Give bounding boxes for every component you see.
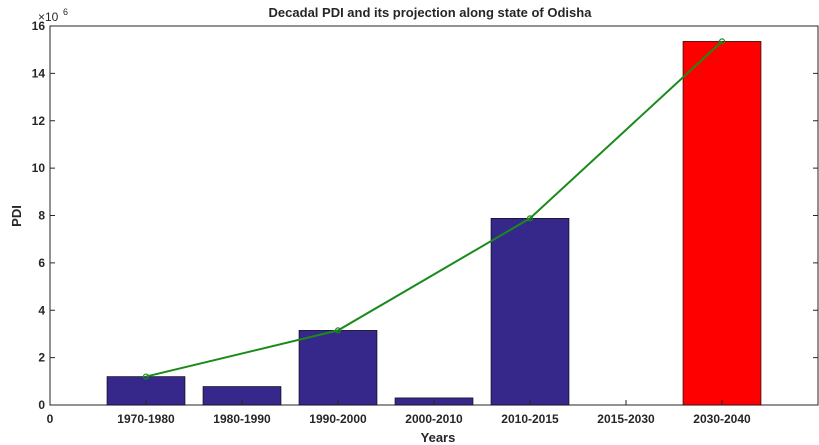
y-axis-label: PDI <box>9 205 24 227</box>
trend-point <box>142 373 150 380</box>
y-tick-label: 10 <box>32 161 46 175</box>
y-tick-label: 4 <box>38 303 45 317</box>
trend-point <box>718 38 726 45</box>
y-tick-label: 16 <box>32 19 46 33</box>
y-tick-label: 14 <box>32 66 46 80</box>
x-tick-label: 1980-1990 <box>213 412 271 426</box>
x-tick-label: 2015-2030 <box>597 412 655 426</box>
x-tick-label: 2010-2015 <box>501 412 559 426</box>
trend-point <box>334 327 342 334</box>
trend-point <box>526 215 534 222</box>
plot-area: 0 2 4 6 8 10 12 14 16 0 1970-1980 1980-1990 1990-200… <box>32 19 819 426</box>
y-tick-label: 8 <box>38 209 45 223</box>
chart-title: Decadal PDI and its projection along sta… <box>269 5 593 20</box>
y-tick-label: 12 <box>32 114 46 128</box>
trend-line <box>145 40 723 378</box>
x-tick-label: 1970-1980 <box>117 412 175 426</box>
x-tick-label: 1990-2000 <box>309 412 367 426</box>
y-exponent-base: ×10 <box>38 10 59 24</box>
x-axis-label: Years <box>421 430 456 445</box>
y-tick-label: 0 <box>38 398 45 412</box>
x-tick-label: 2030-2040 <box>693 412 751 426</box>
y-tick-label: 6 <box>38 256 45 270</box>
bar-1990-2000 <box>298 330 378 406</box>
x-tick-label-zero: 0 <box>47 412 54 426</box>
bar-2030-2040 <box>682 41 762 406</box>
x-tick-label: 2000-2010 <box>405 412 463 426</box>
y-exponent-label: ×10 6 <box>38 7 68 24</box>
y-tick-label: 2 <box>38 351 45 365</box>
y-exponent-power: 6 <box>63 7 68 17</box>
bar-2010-2015 <box>490 218 570 406</box>
